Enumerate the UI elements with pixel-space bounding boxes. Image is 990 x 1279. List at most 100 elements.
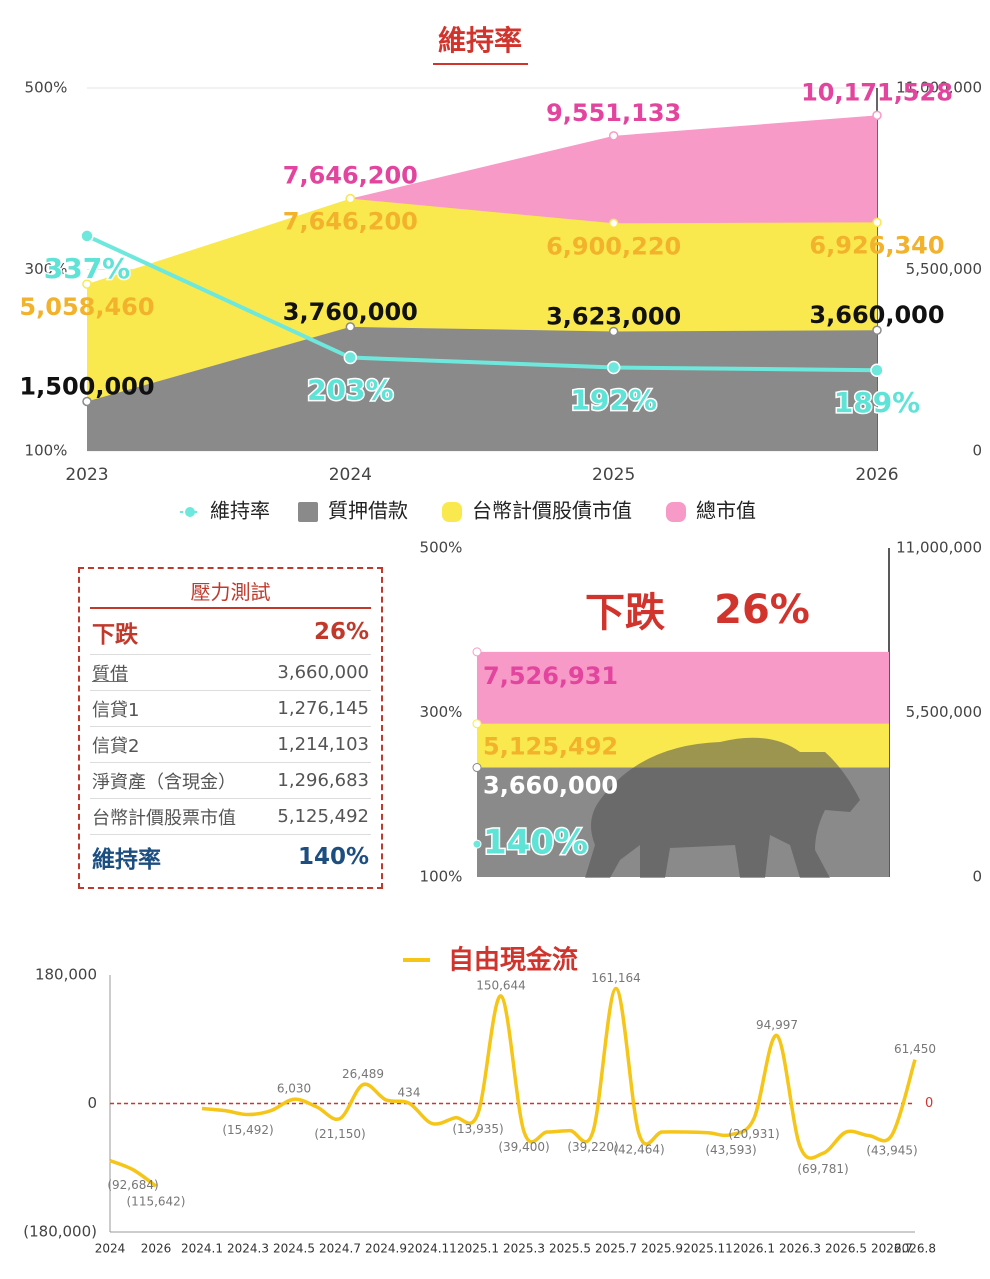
point (608, 218, 619, 229)
data-label: (39,220) (567, 1140, 618, 1154)
line (201, 986, 917, 1160)
table-title: 壓力測試 (90, 577, 371, 609)
table-label: 質借 (92, 663, 128, 685)
point (872, 217, 882, 228)
y-tick-label: 180,000 (35, 966, 97, 984)
x-tick-label: 2024 (329, 465, 372, 485)
bar-point (472, 763, 482, 773)
y-tick-label: 500% (25, 79, 68, 97)
table-row: 維持率 140% (90, 835, 371, 879)
data-label: 140% (483, 823, 588, 863)
data-label: 9,551,133 (546, 99, 681, 127)
x-tick-label: 2025.9 (641, 1242, 683, 1256)
data-label: 61,450 (894, 1042, 936, 1056)
x-tick-label: 2025.7 (595, 1242, 637, 1256)
y-tick-label: 300% (25, 260, 68, 278)
legend-marker (442, 502, 462, 522)
point (345, 193, 356, 204)
data-label: (43,593) (705, 1143, 756, 1157)
y-tick-label: 100% (25, 442, 68, 460)
x-tick-label: 2026.5 (825, 1242, 867, 1256)
stress-test-table: 壓力測試 下跌 26% 質借 3,660,000 信貸1 1,276,145 信貸2 1,21… (78, 567, 383, 889)
data-label: 6,900,220 (546, 232, 681, 260)
line (109, 1158, 158, 1188)
table-label: 下跌 (92, 621, 138, 648)
data-label: 203% (307, 374, 394, 407)
legend-marker (298, 502, 318, 522)
data-label: 7,646,200 (283, 162, 418, 190)
data-label: 6,926,340 (809, 231, 944, 259)
table-label: 維持率 (92, 847, 161, 873)
data-label: (43,945) (866, 1143, 917, 1157)
area (87, 326, 877, 451)
point (82, 279, 92, 289)
point (608, 326, 619, 337)
y2-tick-label: 5,500,000 (906, 703, 982, 721)
point (870, 363, 884, 377)
table-row: 信貸2 1,214,103 (90, 727, 371, 763)
data-label: 94,997 (756, 1018, 798, 1032)
x-tick-label: 2026 (855, 465, 898, 485)
x-tick-label: 2024.11 (407, 1242, 457, 1256)
point (82, 396, 92, 407)
table-row: 下跌 26% (90, 609, 371, 655)
point (872, 325, 882, 335)
table-label: 信貸2 (92, 735, 140, 757)
table-value: 5,125,492 (277, 806, 369, 827)
point (872, 110, 882, 121)
data-label: 26,489 (342, 1067, 384, 1081)
table-row: 淨資產（含現金） 1,296,683 (90, 763, 371, 799)
data-label: 1,500,000 (19, 373, 154, 401)
table-value: 3,660,000 (277, 662, 369, 683)
data-label: (92,684) (107, 1178, 158, 1192)
data-label: 7,646,200 (283, 208, 418, 236)
legend-label: 質押借款 (328, 499, 408, 523)
y-tick-label: 100% (420, 868, 463, 886)
data-label: (115,642) (127, 1195, 186, 1209)
data-label: (42,464) (613, 1142, 664, 1156)
data-label: (39,400) (498, 1140, 549, 1154)
legend-label: 台幣計價股債市值 (472, 499, 632, 523)
data-label: 337% (44, 252, 131, 285)
x-tick-label: 2026.3 (779, 1242, 821, 1256)
point (345, 322, 356, 332)
x-tick-label: 2024.7 (319, 1242, 361, 1256)
table-value: 140% (297, 844, 369, 870)
point (472, 839, 482, 849)
data-label: (69,781) (797, 1162, 848, 1176)
x-tick-label: 2026.1 (733, 1242, 775, 1256)
data-label: 5,125,492 (483, 733, 618, 761)
point (608, 131, 619, 141)
x-tick-label: 2024.1 (181, 1242, 223, 1256)
x-tick-label: 2024.9 (365, 1242, 407, 1256)
table-value: 1,214,103 (277, 734, 369, 755)
point (606, 360, 621, 375)
y-tick-label: (180,000) (23, 1223, 97, 1241)
data-label: (15,492) (222, 1123, 273, 1137)
data-label: 3,623,000 (546, 302, 681, 330)
data-label: 3,660,000 (809, 301, 944, 329)
table-row: 信貸1 1,276,145 (90, 691, 371, 727)
y2-tick-label: 5,500,000 (906, 260, 982, 278)
chart-subtitle: 26% (714, 587, 810, 633)
table-value: 1,276,145 (277, 698, 369, 719)
data-label: 7,526,931 (483, 662, 618, 690)
chart-title: 維持率 (438, 24, 522, 57)
data-label: 192% (570, 384, 657, 417)
data-label: 150,644 (476, 978, 526, 992)
point (80, 229, 94, 243)
x-tick-label: 2025.3 (503, 1242, 545, 1256)
x-tick-label: 2024 (95, 1242, 126, 1256)
x-tick-label: 2026.7 (871, 1242, 913, 1256)
legend-label: 自由現金流 (448, 945, 578, 976)
data-label: 10,171,528 (801, 78, 953, 106)
line (86, 234, 878, 373)
x-tick-label: 2026 (141, 1242, 172, 1256)
data-label: 3,760,000 (283, 298, 418, 326)
legend-label: 維持率 (210, 499, 270, 523)
table-label: 淨資產（含現金） (92, 771, 236, 793)
y2-tick-label: 0 (972, 868, 982, 886)
chart-title: 下跌 (585, 590, 665, 636)
